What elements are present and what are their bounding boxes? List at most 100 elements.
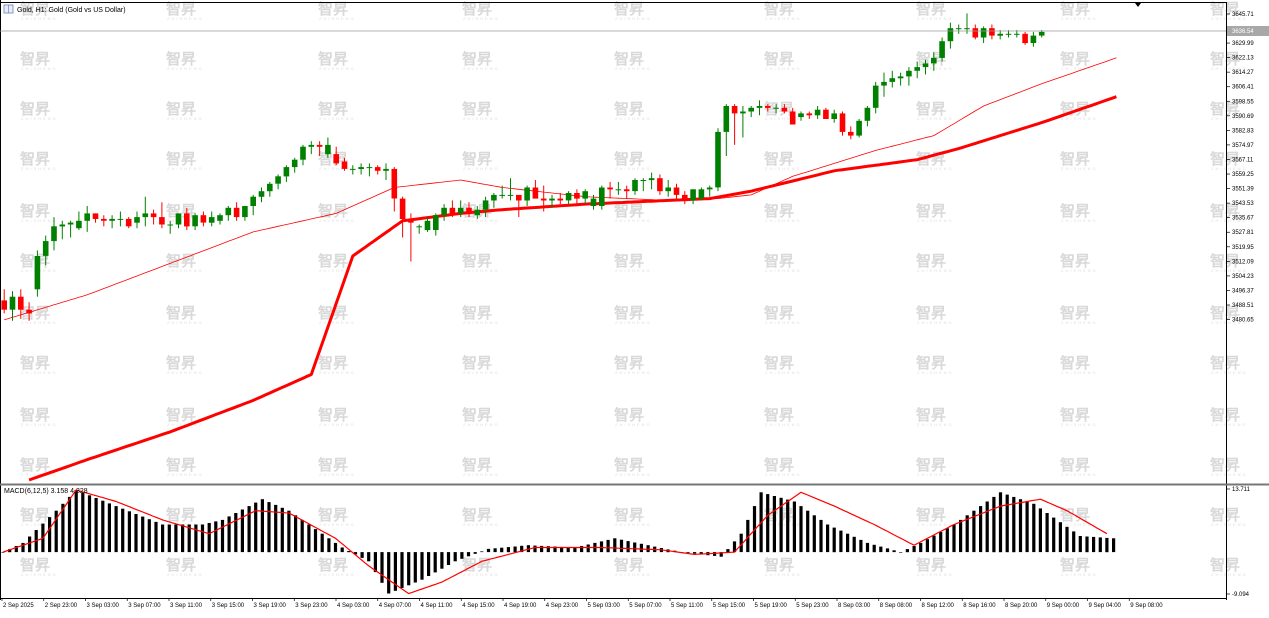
candle[interactable]: [931, 52, 937, 71]
candle[interactable]: [408, 213, 414, 262]
candle[interactable]: [258, 187, 265, 203]
price-axis[interactable]: 3645.713637.853629.993622.133614.273606.…: [1226, 12, 1269, 598]
candle[interactable]: [748, 105, 754, 118]
candle[interactable]: [424, 217, 431, 232]
candle[interactable]: [1030, 31, 1037, 47]
candle[interactable]: [872, 81, 879, 114]
candle[interactable]: [848, 126, 854, 140]
candle[interactable]: [208, 211, 215, 227]
candle[interactable]: [673, 183, 680, 199]
candle[interactable]: [806, 111, 813, 119]
candle[interactable]: [441, 204, 447, 221]
candle[interactable]: [275, 174, 281, 190]
candle[interactable]: [881, 72, 887, 97]
candle[interactable]: [731, 104, 738, 145]
candle[interactable]: [507, 178, 514, 201]
candle[interactable]: [574, 189, 580, 206]
candle[interactable]: [374, 165, 381, 175]
candle[interactable]: [823, 107, 829, 119]
candle[interactable]: [1022, 31, 1028, 45]
candle[interactable]: [789, 107, 796, 125]
candle[interactable]: [84, 205, 90, 232]
candle[interactable]: [67, 220, 74, 238]
candle[interactable]: [101, 215, 107, 227]
candle[interactable]: [781, 104, 788, 114]
candle[interactable]: [391, 167, 398, 212]
candle[interactable]: [59, 220, 66, 240]
candle[interactable]: [831, 109, 837, 123]
candle[interactable]: [184, 207, 190, 231]
candle[interactable]: [117, 211, 124, 227]
candle[interactable]: [225, 205, 232, 221]
candle[interactable]: [607, 181, 613, 199]
candle[interactable]: [18, 289, 24, 319]
candle[interactable]: [980, 26, 987, 44]
candle[interactable]: [217, 213, 223, 225]
macd-pane[interactable]: [1, 489, 1116, 595]
candle[interactable]: [773, 104, 779, 114]
candle[interactable]: [150, 209, 157, 225]
candle[interactable]: [316, 141, 323, 156]
candle[interactable]: [972, 24, 979, 40]
candle[interactable]: [466, 202, 472, 218]
candle[interactable]: [524, 185, 530, 206]
candle[interactable]: [341, 157, 348, 171]
candle[interactable]: [433, 213, 439, 236]
candle[interactable]: [723, 104, 730, 156]
candle[interactable]: [565, 191, 572, 205]
candle[interactable]: [175, 213, 182, 229]
candle[interactable]: [366, 163, 373, 177]
candle[interactable]: [9, 291, 16, 321]
candle[interactable]: [549, 194, 555, 208]
candle[interactable]: [333, 146, 339, 166]
candle[interactable]: [416, 224, 422, 234]
candle[interactable]: [109, 215, 115, 229]
candle[interactable]: [964, 13, 970, 34]
trade-level-marker-icon[interactable]: [1135, 3, 1141, 7]
candle[interactable]: [922, 59, 929, 75]
candle[interactable]: [308, 141, 315, 155]
candle[interactable]: [399, 196, 406, 238]
candle[interactable]: [947, 22, 954, 49]
candle[interactable]: [939, 37, 945, 62]
candle[interactable]: [765, 104, 771, 112]
price-pane[interactable]: [0, 13, 1226, 482]
candle[interactable]: [1, 289, 7, 314]
candle[interactable]: [582, 189, 588, 205]
candle[interactable]: [698, 187, 705, 201]
candle[interactable]: [34, 250, 41, 297]
candle[interactable]: [192, 213, 198, 231]
candle[interactable]: [590, 194, 597, 210]
candle[interactable]: [640, 178, 647, 192]
candle[interactable]: [889, 70, 896, 88]
candle[interactable]: [474, 205, 481, 219]
candle[interactable]: [557, 193, 564, 205]
candle[interactable]: [914, 61, 920, 79]
candle[interactable]: [350, 165, 356, 175]
candle[interactable]: [648, 172, 655, 190]
candle[interactable]: [42, 235, 49, 266]
candle[interactable]: [715, 128, 721, 192]
candle[interactable]: [864, 105, 871, 127]
candle[interactable]: [457, 200, 464, 218]
candle[interactable]: [839, 111, 846, 136]
candle[interactable]: [989, 24, 995, 40]
candle[interactable]: [599, 185, 605, 210]
current-price-marker[interactable]: [1227, 25, 1269, 36]
candle[interactable]: [283, 165, 290, 182]
time-axis[interactable]: 2 Sep 2025 2 Sep 23:00 3 Sep 03:00 3 Sep 07…: [1, 598, 1163, 609]
candle[interactable]: [26, 302, 32, 321]
candle[interactable]: [532, 180, 539, 199]
candle[interactable]: [325, 137, 331, 158]
candle[interactable]: [516, 194, 522, 218]
candle[interactable]: [267, 181, 273, 197]
candle[interactable]: [499, 185, 505, 199]
candle[interactable]: [159, 202, 165, 229]
candle[interactable]: [955, 24, 962, 34]
candle[interactable]: [358, 163, 364, 175]
candle[interactable]: [690, 189, 696, 205]
candle[interactable]: [51, 217, 57, 251]
candle[interactable]: [125, 217, 132, 229]
candle[interactable]: [997, 30, 1003, 40]
